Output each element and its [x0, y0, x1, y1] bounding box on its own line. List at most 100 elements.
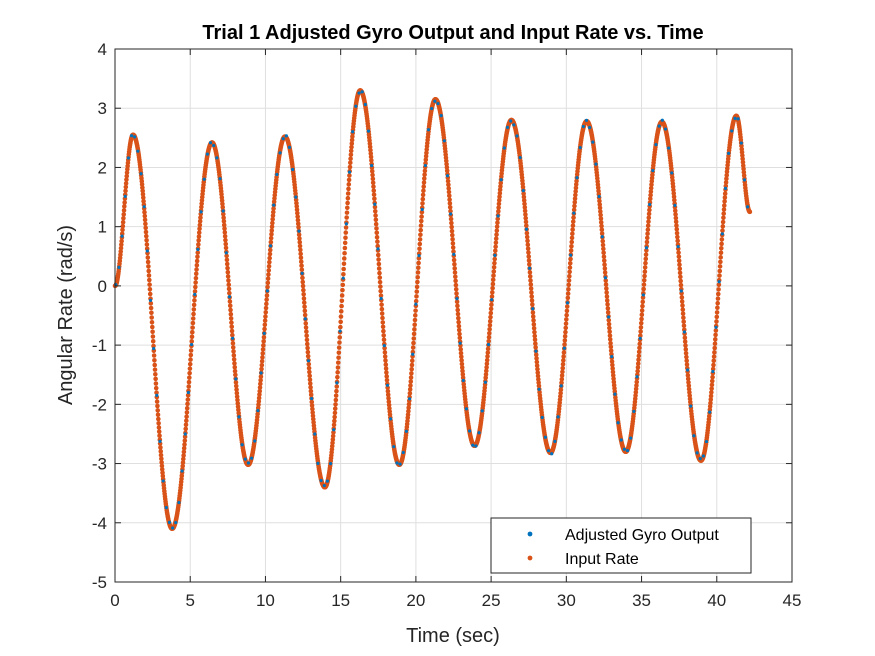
input-rate-point — [719, 241, 724, 247]
input-rate-point — [267, 259, 272, 265]
input-rate-point — [449, 228, 455, 234]
input-rate-point — [713, 328, 719, 333]
gyro-output-point — [189, 342, 194, 347]
input-rate-point — [416, 260, 421, 266]
gyro-output-point — [644, 246, 649, 250]
input-rate-point — [597, 198, 602, 204]
input-rate-point — [386, 399, 392, 405]
input-rate-point — [153, 376, 158, 382]
gyro-output-point — [711, 369, 715, 374]
gyro-output-point — [660, 118, 664, 122]
input-rate-point — [567, 260, 573, 266]
input-rate-point — [533, 345, 538, 350]
input-rate-point — [227, 290, 232, 296]
input-rate-point — [534, 356, 539, 361]
input-rate-point — [268, 239, 274, 245]
input-rate-point — [679, 295, 685, 300]
gyro-output-point — [332, 428, 336, 432]
gyro-output-point — [171, 526, 175, 530]
gyro-output-point — [730, 129, 734, 133]
input-rate-point — [525, 238, 530, 244]
input-rate-point — [371, 188, 377, 193]
input-rate-point — [570, 231, 575, 237]
input-rate-point — [262, 326, 267, 332]
input-rate-point — [459, 358, 464, 363]
gyro-output-point — [654, 143, 658, 147]
input-rate-point — [196, 234, 202, 239]
input-rate-point — [598, 220, 604, 225]
input-rate-point — [490, 277, 496, 283]
input-rate-point — [527, 270, 533, 275]
input-rate-point — [265, 284, 270, 290]
input-rate-point — [455, 307, 461, 313]
input-rate-point — [715, 291, 721, 297]
input-rate-point — [604, 290, 609, 295]
input-rate-point — [298, 255, 304, 261]
gyro-output-point — [357, 91, 361, 95]
gyro-output-point — [379, 296, 383, 301]
gyro-output-point — [638, 336, 642, 340]
input-rate-point — [674, 230, 680, 236]
input-rate-point — [636, 353, 642, 359]
input-rate-point — [409, 358, 415, 363]
input-rate-point — [234, 387, 239, 392]
input-rate-point — [368, 154, 374, 160]
input-rate-point — [708, 393, 714, 399]
input-rate-point — [529, 290, 534, 295]
input-rate-point — [709, 390, 714, 395]
input-rate-point — [608, 340, 613, 346]
input-rate-point — [673, 215, 679, 221]
input-rate-point — [185, 393, 191, 398]
input-rate-point — [124, 170, 130, 175]
input-rate-point — [677, 266, 683, 272]
gyro-output-point — [546, 449, 551, 453]
input-rate-point — [344, 205, 350, 211]
input-rate-point — [376, 257, 381, 262]
input-rate-point — [415, 274, 420, 280]
gyro-output-point — [667, 146, 671, 150]
gyro-output-point — [464, 407, 469, 411]
input-rate-point — [719, 237, 725, 242]
gyro-output-point — [145, 249, 149, 253]
input-rate-point — [345, 195, 351, 201]
input-rate-point — [484, 361, 490, 367]
input-rate-point — [567, 273, 572, 279]
input-rate-point — [118, 249, 124, 254]
input-rate-point — [643, 252, 649, 257]
input-rate-point — [644, 248, 649, 253]
input-rate-point — [181, 449, 187, 455]
input-rate-point — [153, 381, 159, 386]
input-rate-point — [567, 265, 573, 270]
input-rate-point — [530, 314, 536, 319]
input-rate-point — [228, 316, 234, 321]
gyro-output-point — [600, 235, 604, 239]
input-rate-point — [416, 265, 421, 271]
input-rate-point — [453, 282, 459, 288]
input-rate-point — [369, 158, 374, 163]
input-rate-point — [335, 370, 340, 375]
chart-title: Trial 1 Adjusted Gyro Output and Input R… — [202, 22, 703, 44]
gyro-output-point — [458, 341, 462, 345]
input-rate-point — [524, 230, 530, 236]
input-rate-point — [227, 299, 233, 304]
input-rate-point — [419, 209, 425, 215]
gyro-output-point — [603, 276, 608, 280]
input-rate-point — [231, 349, 236, 354]
input-rate-point — [416, 255, 422, 261]
input-rate-point — [680, 303, 685, 308]
input-rate-point — [741, 166, 746, 172]
gyro-output-point — [445, 174, 450, 178]
input-rate-point — [295, 214, 300, 219]
input-rate-point — [189, 334, 195, 340]
input-rate-point — [262, 322, 268, 328]
input-rate-point — [342, 240, 348, 246]
input-rate-point — [645, 227, 651, 232]
input-rate-point — [123, 188, 128, 194]
input-rate-point — [572, 199, 578, 205]
gyro-output-point — [581, 124, 585, 129]
input-rate-point — [574, 178, 579, 184]
input-rate-point — [523, 219, 529, 225]
input-rate-point — [569, 239, 575, 245]
input-rate-point — [233, 372, 238, 378]
legend-marker-adjusted-gyro-output — [527, 531, 533, 537]
